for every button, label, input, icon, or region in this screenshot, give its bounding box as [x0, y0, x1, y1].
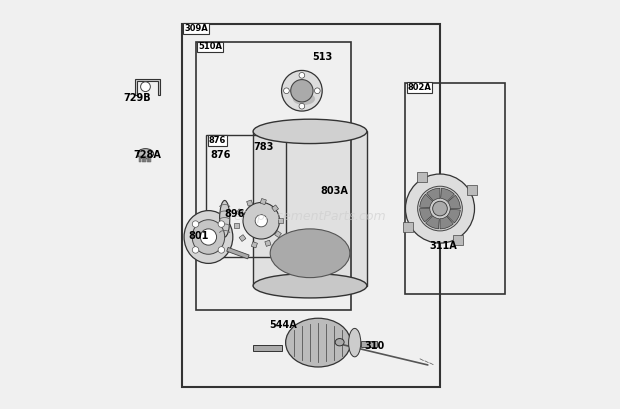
Bar [227, 247, 249, 259]
Ellipse shape [286, 318, 351, 367]
Circle shape [141, 82, 151, 92]
Ellipse shape [184, 211, 233, 263]
Text: 513: 513 [312, 52, 332, 62]
Bar [140, 156, 141, 162]
Bar [361, 341, 377, 348]
Text: 311A: 311A [430, 241, 458, 251]
Text: 544A: 544A [269, 320, 297, 330]
Circle shape [218, 221, 224, 227]
Ellipse shape [138, 148, 154, 159]
Text: 783: 783 [253, 142, 273, 152]
Ellipse shape [293, 93, 315, 105]
Circle shape [200, 229, 216, 245]
Wedge shape [420, 194, 433, 208]
Circle shape [299, 103, 304, 109]
Ellipse shape [281, 70, 322, 111]
Bar [272, 205, 278, 212]
Text: 728A: 728A [133, 150, 161, 160]
Bar [206, 135, 286, 257]
Bar [260, 198, 267, 204]
Ellipse shape [192, 220, 224, 254]
Bar [182, 24, 440, 387]
Circle shape [218, 247, 224, 253]
Ellipse shape [348, 328, 361, 357]
Ellipse shape [219, 200, 230, 237]
Bar [453, 235, 463, 245]
Bar [239, 235, 246, 241]
Bar [278, 218, 283, 223]
Bar [404, 222, 413, 232]
Bar [144, 156, 146, 162]
Bar [234, 223, 239, 228]
Text: 802A: 802A [407, 83, 432, 92]
Ellipse shape [270, 229, 350, 278]
Bar [251, 242, 257, 248]
Bar [149, 156, 151, 162]
Wedge shape [420, 209, 432, 222]
Bar [147, 156, 149, 162]
Wedge shape [447, 209, 460, 223]
Ellipse shape [253, 119, 367, 144]
Ellipse shape [291, 80, 313, 102]
Wedge shape [448, 195, 460, 209]
Text: 510A: 510A [198, 43, 223, 52]
Bar [197, 42, 351, 310]
Circle shape [314, 88, 320, 94]
Text: 310: 310 [365, 341, 385, 351]
Bar [265, 240, 271, 246]
Circle shape [192, 247, 199, 253]
Bar [467, 185, 477, 195]
Circle shape [433, 201, 447, 216]
Bar [405, 83, 505, 294]
Text: 801: 801 [188, 231, 208, 241]
Wedge shape [425, 216, 440, 229]
Text: 309A: 309A [184, 24, 208, 33]
Polygon shape [135, 79, 160, 95]
Bar [253, 345, 281, 351]
Wedge shape [440, 216, 453, 229]
Text: 876: 876 [208, 136, 226, 145]
Bar [253, 131, 367, 286]
Circle shape [299, 72, 304, 78]
Circle shape [418, 186, 463, 231]
Bar [417, 172, 427, 182]
Bar [236, 209, 243, 216]
Text: 876: 876 [210, 150, 231, 160]
Wedge shape [427, 188, 440, 201]
Text: 803A: 803A [320, 187, 348, 196]
Ellipse shape [253, 274, 367, 298]
Circle shape [243, 202, 280, 239]
Ellipse shape [335, 339, 344, 346]
Circle shape [405, 174, 474, 243]
Bar [247, 200, 253, 206]
Bar [275, 231, 281, 238]
Text: 729B: 729B [123, 93, 151, 103]
Text: eReplacementParts.com: eReplacementParts.com [234, 210, 386, 223]
Wedge shape [441, 188, 454, 201]
Circle shape [283, 88, 290, 94]
Bar [142, 156, 144, 162]
Circle shape [255, 215, 267, 227]
Text: 896: 896 [224, 209, 245, 219]
Circle shape [192, 221, 199, 227]
